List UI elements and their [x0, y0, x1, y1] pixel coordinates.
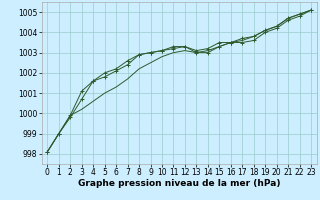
- X-axis label: Graphe pression niveau de la mer (hPa): Graphe pression niveau de la mer (hPa): [78, 179, 280, 188]
